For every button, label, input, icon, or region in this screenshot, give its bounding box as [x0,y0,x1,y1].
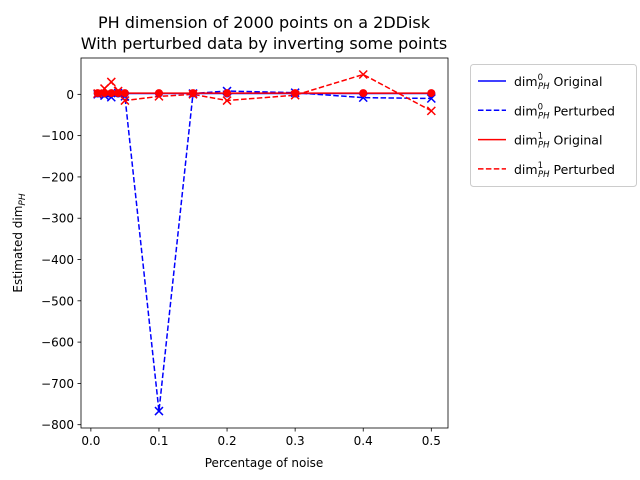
legend-label-sub: PH [538,82,550,92]
data-point [223,89,232,98]
legend-label-text: Original [550,74,603,89]
data-point [120,96,130,106]
y-tick-label: −600 [41,336,74,350]
data-point [222,96,232,106]
series-line-1 [97,90,432,412]
data-point [154,89,163,98]
legend-label-sub: PH [538,141,550,151]
y-tick-label: −800 [41,418,74,432]
y-tick-label: −400 [41,253,74,267]
data-point [154,406,164,416]
y-tick-label: −500 [41,294,74,308]
y-tick-label: −300 [41,212,74,226]
legend-label-sup: 0 [538,102,543,112]
legend-label: dim1 PH Perturbed [514,161,615,180]
y-tick-label: −700 [41,377,74,391]
legend-label-text: Perturbed [550,162,615,177]
data-point [359,89,368,98]
legend-label-sup: 0 [538,73,543,83]
legend-label-main: dim [514,74,538,89]
y-axis-label: Estimated dimPH [11,193,28,293]
y-tick-label: −100 [41,129,74,143]
data-point [427,89,436,98]
legend-label-sup: 1 [538,161,543,171]
legend-label-main: dim [514,103,538,118]
data-point [189,89,198,98]
legend-box [470,64,637,187]
x-tick-label: 0.3 [286,434,305,448]
y-tick-label: 0 [66,88,74,102]
x-tick-label: 0.1 [149,434,168,448]
x-axis-label: Percentage of noise [205,456,324,470]
legend-label-sub: PH [538,111,550,121]
x-tick-label: 0.0 [81,434,100,448]
data-point [93,89,102,98]
data-layer [93,69,436,416]
legend-label-sub: PH [538,170,550,180]
legend-label-text: Original [550,133,603,148]
axes-frame [80,57,449,429]
x-tick-label: 0.2 [218,434,237,448]
y-tick-label: −200 [41,170,74,184]
x-tick-label: 0.4 [354,434,373,448]
data-point [100,89,109,98]
legend-label: dim0 PH Original [514,73,602,92]
data-point [114,89,123,98]
data-point [291,89,300,98]
chart-title-line-1: PH dimension of 2000 points on a 2DDisk [98,13,431,32]
plot-area: 0.0 0.1 0.2 0.3 0.4 0.5 0 −100 −200 −300 −400 −500 −… [41,57,449,448]
data-point [426,106,436,116]
y-axis-label-sub: PH [18,193,28,205]
legend-label-main: dim [514,133,538,148]
x-tick-label: 0.5 [422,434,441,448]
data-point [120,89,129,98]
data-point [106,77,116,87]
legend-label-main: dim [514,162,538,177]
legend-label: dim0 PH Perturbed [514,102,615,121]
legend-label-sup: 1 [538,132,543,142]
legend-label-text: Perturbed [550,103,615,118]
data-point [107,89,116,98]
y-axis-label-main: Estimated dim [11,206,25,293]
chart-title-line-2: With perturbed data by inverting some po… [81,34,447,53]
legend-label: dim1 PH Original [514,132,602,151]
data-point [358,69,368,80]
